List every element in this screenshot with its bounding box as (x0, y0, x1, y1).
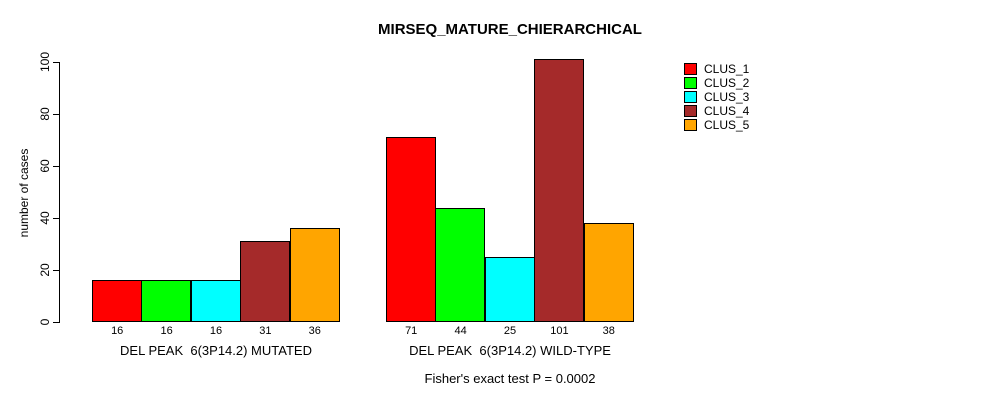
bar-value-label: 31 (259, 325, 272, 337)
y-tick-label: 40 (38, 211, 52, 225)
y-tick-label: 20 (38, 263, 52, 277)
legend-swatch (684, 77, 697, 89)
y-tick-mark (53, 113, 60, 115)
bar-value-label: 44 (454, 325, 467, 337)
legend-label: CLUS_2 (704, 76, 750, 90)
bar-clus_3-group2 (485, 257, 535, 322)
y-tick-label: 60 (38, 159, 52, 173)
bar-value-label: 16 (111, 325, 124, 337)
bar-clus_3-group1 (191, 280, 241, 322)
y-tick-mark (53, 165, 60, 167)
y-tick-mark (53, 61, 60, 63)
bar-value-label: 71 (405, 325, 418, 337)
legend-item-clus_4: CLUS_4 (684, 104, 749, 118)
legend-swatch (684, 91, 697, 103)
bar-value-label: 101 (550, 325, 569, 337)
legend-label: CLUS_4 (704, 104, 750, 118)
category-label-group1: DEL PEAK 6(3P14.2) MUTATED (120, 343, 312, 358)
bar-clus_2-group2 (435, 208, 485, 322)
legend-label: CLUS_1 (704, 62, 750, 76)
legend-item-clus_1: CLUS_1 (684, 62, 749, 76)
y-axis-label: number of cases (17, 148, 31, 238)
y-tick-label: 0 (38, 318, 52, 326)
bar-value-label: 16 (209, 325, 223, 337)
bar-value-label: 38 (602, 325, 615, 337)
legend-swatch (684, 105, 697, 117)
bar-value-label: 36 (308, 325, 321, 337)
chart-title: MIRSEQ_MATURE_CHIERARCHICAL (378, 21, 642, 38)
legend-item-clus_3: CLUS_3 (684, 90, 749, 104)
legend: CLUS_1 CLUS_2 CLUS_3 CLUS_4 CLUS_5 (684, 62, 749, 132)
bar-value-label: 25 (503, 325, 517, 337)
bar-clus_4-group1 (240, 241, 290, 322)
category-label-group2: DEL PEAK 6(3P14.2) WILD-TYPE (409, 343, 611, 358)
bar-clus_5-group1 (290, 228, 340, 322)
y-tick-label: 100 (38, 51, 52, 73)
legend-label: CLUS_3 (704, 90, 750, 104)
legend-swatch (684, 119, 697, 131)
y-axis-line (59, 62, 60, 323)
legend-swatch (684, 63, 697, 75)
bar-value-label: 16 (160, 325, 173, 337)
legend-item-clus_2: CLUS_2 (684, 76, 749, 90)
legend-label: CLUS_5 (704, 118, 750, 132)
bar-clus_4-group2 (534, 59, 584, 322)
bar-clus_1-group2 (386, 137, 436, 322)
bar-clus_1-group1 (92, 280, 142, 322)
bar-clus_5-group2 (584, 223, 634, 322)
y-tick-mark (53, 321, 60, 323)
legend-item-clus_5: CLUS_5 (684, 118, 749, 132)
y-tick-label: 80 (38, 107, 52, 121)
bar-clus_2-group1 (141, 280, 191, 322)
y-tick-mark (53, 217, 60, 219)
annotation-text: Fisher's exact test P = 0.0002 (424, 371, 596, 386)
y-tick-mark (53, 269, 60, 271)
